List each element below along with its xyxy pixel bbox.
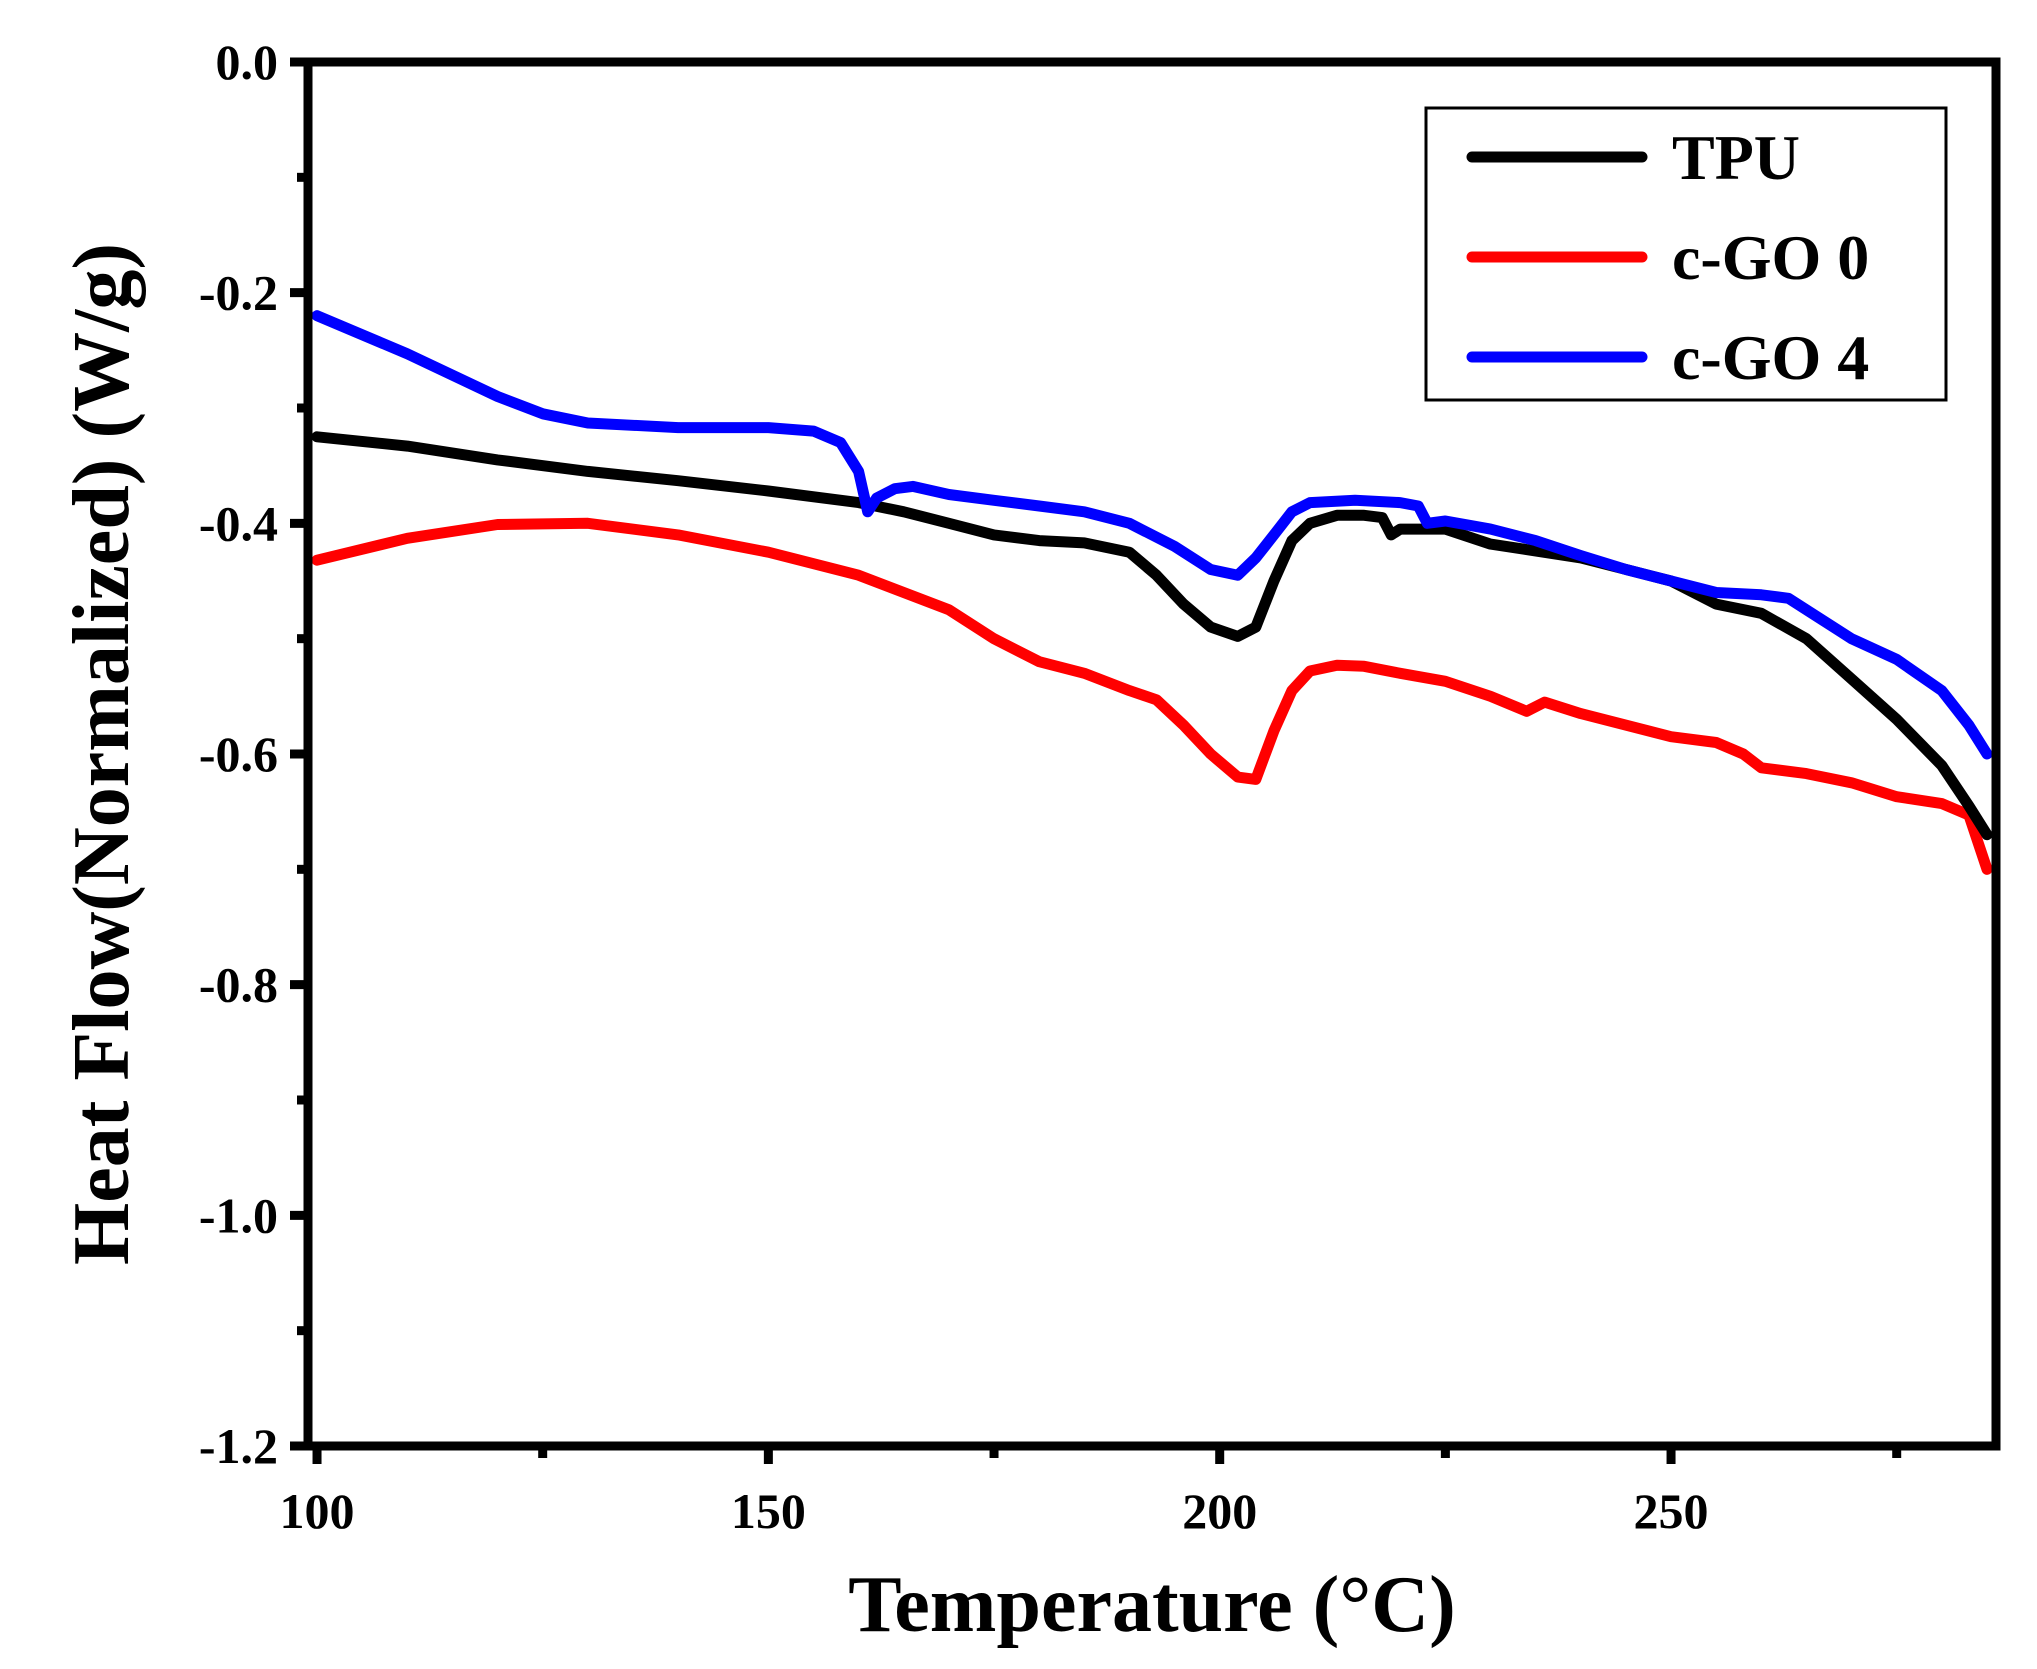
series-layer bbox=[311, 310, 1993, 875]
plot-frame bbox=[303, 57, 2001, 1451]
x-tick-label: 100 bbox=[280, 1483, 355, 1539]
series-line-c-go-4 bbox=[311, 310, 1993, 760]
legend-label-tpu: TPU bbox=[1672, 122, 1800, 193]
legend-label-c-go-4: c-GO 4 bbox=[1672, 322, 1869, 393]
y-tick-label: -0.2 bbox=[199, 265, 278, 321]
y-tick-label: -0.4 bbox=[199, 495, 278, 551]
y-axis-title: Heat Flow(Normalized) (W/g) bbox=[58, 243, 146, 1265]
x-tick-label: 200 bbox=[1182, 1483, 1257, 1539]
y-tick-label: -1.0 bbox=[199, 1187, 278, 1243]
series-line-tpu bbox=[311, 431, 1993, 841]
y-tick-label: 0.0 bbox=[216, 34, 279, 90]
x-tick-label: 250 bbox=[1634, 1483, 1709, 1539]
y-tick-label: -0.6 bbox=[199, 726, 278, 782]
y-tick-label: -1.2 bbox=[199, 1418, 278, 1474]
axis-ticks bbox=[290, 57, 1902, 1464]
legend: TPU c-GO 0 c-GO 4 bbox=[1424, 106, 1948, 402]
y-tick-label: -0.8 bbox=[199, 957, 278, 1013]
series-line-c-go-0 bbox=[311, 517, 1993, 875]
x-tick-label: 150 bbox=[731, 1483, 806, 1539]
x-axis-title: Temperature (°C) bbox=[848, 1561, 1455, 1649]
legend-label-c-go-0: c-GO 0 bbox=[1672, 222, 1869, 293]
